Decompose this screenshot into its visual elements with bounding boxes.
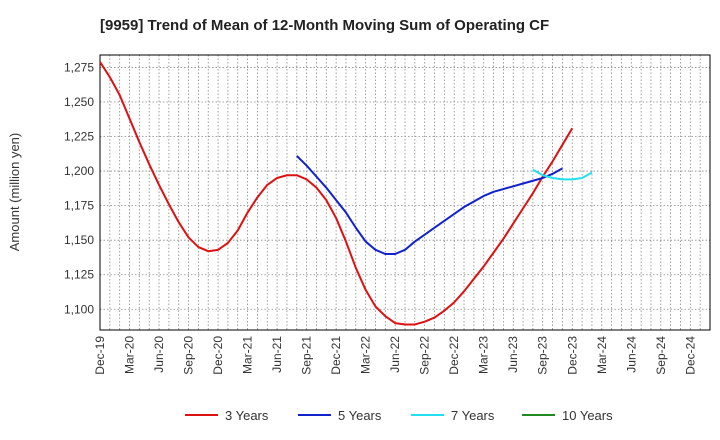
x-tick-label: Mar-24	[595, 336, 609, 374]
x-tick-label: Sep-22	[418, 336, 432, 375]
x-tick-label: Mar-21	[241, 336, 255, 374]
x-tick-label: Jun-23	[506, 336, 520, 373]
x-tick-label: Mar-20	[123, 336, 137, 374]
x-axis-ticks: Dec-19 Mar-20 Jun-20 Sep-20 Dec-20 Mar-21 Jun-…	[93, 336, 697, 375]
y-tick-label: 1,250	[64, 95, 94, 109]
x-tick-label: Dec-24	[683, 336, 697, 375]
x-tick-label: Sep-24	[654, 336, 668, 375]
series-line-5-years	[296, 155, 563, 255]
plot-frame	[99, 54, 711, 331]
series-lines	[99, 61, 593, 326]
x-tick-label: Dec-20	[211, 336, 225, 375]
legend-label: 5 Years	[338, 408, 382, 423]
y-tick-label: 1,200	[64, 164, 94, 178]
legend-label: 3 Years	[225, 408, 269, 423]
y-axis-ticks: 1,100 1,125 1,150 1,175 1,200 1,225 1,250 1,275	[64, 60, 94, 316]
x-tick-label: Jun-20	[152, 336, 166, 373]
y-tick-label: 1,225	[64, 130, 94, 144]
x-tick-label: Mar-22	[359, 336, 373, 374]
x-tick-label: Dec-23	[565, 336, 579, 375]
y-tick-label: 1,275	[64, 60, 94, 74]
y-axis-label: Amount (million yen)	[7, 133, 22, 252]
x-tick-label: Jun-24	[624, 336, 638, 373]
x-tick-label: Dec-22	[447, 336, 461, 375]
x-tick-label: Sep-23	[536, 336, 550, 375]
series-line-3-years	[99, 61, 574, 326]
x-tick-label: Mar-23	[477, 336, 491, 374]
grid	[100, 55, 710, 330]
legend-label: 7 Years	[451, 408, 495, 423]
series-line-7-years	[532, 168, 593, 181]
chart-title: [9959] Trend of Mean of 12-Month Moving …	[100, 17, 549, 34]
y-tick-label: 1,100	[64, 302, 94, 316]
y-tick-label: 1,125	[64, 268, 94, 282]
legend: 3 Years 5 Years 7 Years 10 Years	[185, 408, 613, 423]
legend-label: 10 Years	[562, 408, 613, 423]
x-tick-label: Sep-20	[182, 336, 196, 375]
x-tick-label: Dec-21	[329, 336, 343, 375]
x-tick-label: Dec-19	[93, 336, 107, 375]
x-tick-label: Jun-22	[388, 336, 402, 373]
x-tick-label: Sep-21	[300, 336, 314, 375]
y-tick-label: 1,175	[64, 199, 94, 213]
y-tick-label: 1,150	[64, 233, 94, 247]
x-tick-label: Jun-21	[270, 336, 284, 373]
